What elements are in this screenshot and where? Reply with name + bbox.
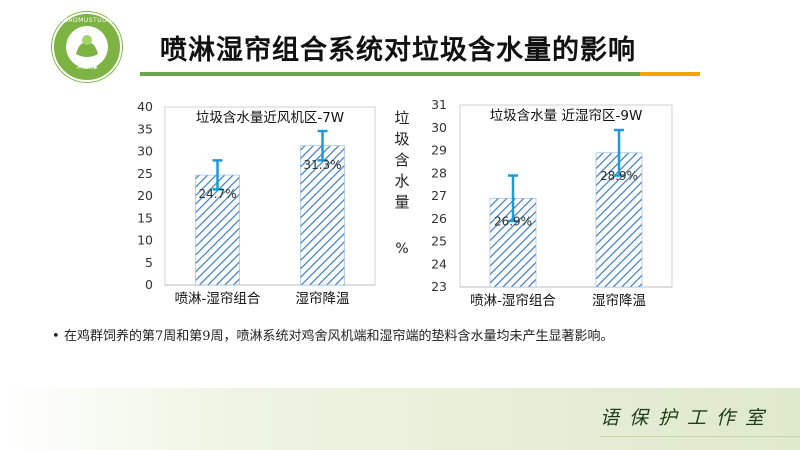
y-tick-label: 0 <box>145 277 153 292</box>
y-tick-label: 15 <box>137 210 153 225</box>
y-tick-label: 10 <box>137 233 153 248</box>
logo-name: 众赢禄 <box>76 62 98 70</box>
y-axis-label: 垃 圾 含 水 量 <box>392 108 412 213</box>
studio-logo: JIBAOMUSTUDIO 众赢禄 <box>52 12 122 82</box>
y-axis-label-char: 含 <box>394 151 410 169</box>
bullet-dot: • <box>52 329 60 344</box>
bar <box>195 174 240 286</box>
y-tick-label: 26 <box>431 211 447 226</box>
chart-moisture-pad-area-9w: 23 24 25 26 27 28 29 30 31 垃圾含水量 近湿帘区-9W 26.9% 喷淋-湿… <box>431 97 673 309</box>
footer-slogan: 语保护工作室 <box>599 407 774 429</box>
y-axis-label-char: 水 <box>394 172 410 190</box>
logo-ring-text: JIBAOMUSTUDIO <box>59 17 115 24</box>
footer-line <box>600 436 800 437</box>
hands-leaf-icon <box>76 35 98 57</box>
chart-moisture-fan-area-7w: 0 5 10 15 20 25 30 35 40 垃圾含水量近风机区-7W 24.7% 喷淋-湿帘组合… <box>137 99 376 307</box>
category-label: 喷淋-湿帘组合 <box>470 293 556 309</box>
logo-emblem <box>66 26 108 68</box>
page-title: 喷淋湿帘组合系统对垃圾含水量的影响 <box>160 35 636 66</box>
y-tick-label: 25 <box>431 234 447 249</box>
y-tick-label: 24 <box>431 256 447 271</box>
title-underline-orange <box>640 72 700 76</box>
data-label: 28.9% <box>600 169 638 183</box>
y-tick-label: 5 <box>145 255 153 270</box>
category-label: 湿帘降温 <box>296 291 350 307</box>
y-tick-label: 28 <box>431 165 447 180</box>
y-tick-label: 30 <box>137 144 153 159</box>
y-tick-label: 35 <box>137 121 153 136</box>
data-label: 31.3% <box>303 158 341 172</box>
data-label: 26.9% <box>494 215 532 229</box>
y-tick-label: 29 <box>431 143 447 158</box>
y-axis-unit: % <box>395 241 409 257</box>
y-axis-label-char: 垃 <box>394 109 410 127</box>
y-tick-label: 27 <box>431 188 447 203</box>
chart-title: 垃圾含水量 近湿帘区-9W <box>490 108 643 124</box>
bar <box>300 145 345 286</box>
y-tick-label: 25 <box>137 166 153 181</box>
data-label: 24.7% <box>198 187 236 201</box>
y-tick-label: 40 <box>137 99 153 114</box>
bullet-note: • 在鸡群饲养的第7周和第9周，喷淋系统对鸡舍风机端和湿帘端的垫料含水量均未产生… <box>52 326 764 347</box>
y-axis-label-char: 圾 <box>394 130 410 148</box>
chart-title: 垃圾含水量近风机区-7W <box>196 110 344 126</box>
y-axis-label-char: 量 <box>394 193 410 211</box>
footer-band <box>0 388 800 450</box>
title-underline-green <box>140 72 640 76</box>
category-label: 湿帘降温 <box>592 293 646 309</box>
y-tick-label: 20 <box>137 188 153 203</box>
y-tick-label: 31 <box>431 97 447 112</box>
y-tick-label: 30 <box>431 120 447 135</box>
category-label: 喷淋-湿帘组合 <box>175 291 261 307</box>
y-tick-label: 23 <box>431 279 447 294</box>
bullet-text: 在鸡群饲养的第7周和第9周，喷淋系统对鸡舍风机端和湿帘端的垫料含水量均未产生显著… <box>64 329 614 344</box>
